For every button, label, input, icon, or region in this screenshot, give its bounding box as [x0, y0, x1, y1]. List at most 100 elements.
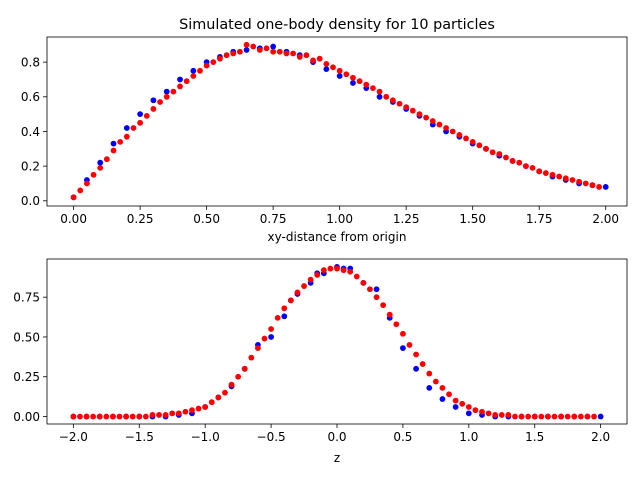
data-point	[294, 289, 301, 296]
data-point	[336, 73, 343, 79]
data-point	[426, 370, 433, 377]
x-tick-label: 2.0	[591, 430, 610, 444]
data-point	[525, 413, 532, 420]
data-point	[281, 313, 288, 320]
data-point	[545, 413, 551, 420]
x-tick-label: 0.00	[60, 212, 87, 226]
data-point	[177, 76, 183, 83]
data-point	[143, 112, 150, 119]
data-point	[589, 182, 596, 189]
data-point	[137, 119, 144, 126]
data-point	[602, 184, 609, 190]
data-point	[343, 71, 350, 78]
data-point	[77, 413, 83, 420]
data-point	[400, 345, 406, 352]
data-point	[110, 413, 116, 420]
data-point	[363, 81, 370, 88]
data-point	[70, 194, 77, 201]
data-point	[162, 412, 169, 418]
data-point	[370, 85, 376, 92]
data-point	[406, 342, 413, 348]
data-point	[446, 391, 452, 398]
data-point	[564, 413, 571, 420]
y-tick-label: 0.6	[21, 90, 40, 104]
data-point	[230, 50, 237, 57]
data-point	[512, 413, 518, 420]
data-point	[472, 407, 479, 414]
data-point	[274, 314, 281, 321]
data-point	[509, 158, 516, 164]
data-point	[296, 54, 303, 60]
data-point	[538, 413, 545, 420]
x-axis-label: z	[334, 451, 340, 465]
data-point	[562, 175, 569, 182]
data-point	[376, 88, 383, 95]
data-point	[290, 50, 297, 57]
data-point	[582, 180, 589, 187]
data-point	[243, 47, 250, 53]
x-tick-label: 0.50	[193, 212, 220, 226]
data-point	[393, 321, 400, 328]
y-tick-label: 0.8	[21, 55, 40, 69]
data-point	[334, 265, 340, 272]
data-point	[449, 128, 456, 135]
data-point	[536, 168, 543, 175]
data-point	[439, 384, 446, 391]
data-point	[549, 171, 556, 178]
data-point	[182, 408, 189, 415]
x-tick-label: 1.0	[459, 430, 478, 444]
data-point	[492, 412, 499, 418]
x-tick-label: −0.5	[257, 430, 286, 444]
data-point	[310, 57, 316, 64]
data-point	[197, 67, 203, 74]
data-point	[327, 265, 334, 272]
data-point	[432, 378, 439, 385]
data-point	[367, 286, 373, 293]
data-point	[307, 276, 314, 283]
data-point	[129, 413, 136, 420]
data-point	[483, 145, 489, 152]
data-point	[83, 413, 90, 420]
data-point	[569, 177, 576, 183]
data-point	[350, 80, 356, 86]
data-point	[142, 413, 149, 420]
data-point	[190, 67, 197, 74]
data-point	[413, 365, 419, 372]
data-point	[465, 410, 472, 417]
data-point	[350, 74, 356, 81]
data-point	[210, 59, 217, 66]
data-point	[163, 88, 170, 95]
data-point	[416, 111, 423, 118]
data-point	[223, 52, 230, 59]
data-point	[531, 413, 538, 420]
data-point	[489, 149, 496, 156]
data-point	[276, 48, 283, 55]
data-point	[516, 159, 523, 166]
data-point	[386, 311, 393, 318]
data-point	[383, 93, 390, 100]
data-point	[498, 412, 505, 418]
data-point	[116, 413, 123, 420]
data-point	[356, 78, 363, 85]
data-point	[84, 180, 90, 187]
data-point	[215, 394, 222, 401]
data-point	[577, 413, 584, 420]
data-point	[323, 66, 330, 72]
data-point	[195, 405, 202, 412]
data-point	[77, 187, 84, 194]
y-tick-label: 0.4	[21, 125, 40, 139]
data-point	[123, 133, 130, 140]
data-point	[485, 410, 492, 417]
data-point	[123, 413, 129, 420]
data-point	[423, 114, 430, 121]
y-tick-label: 0.2	[21, 159, 40, 173]
data-point	[413, 351, 419, 358]
data-point	[268, 334, 274, 340]
series-1	[70, 265, 597, 420]
data-point	[270, 43, 277, 50]
data-point	[70, 413, 77, 420]
data-point	[243, 41, 250, 48]
data-point	[97, 164, 104, 171]
y-tick-label: 0.0	[21, 194, 40, 208]
